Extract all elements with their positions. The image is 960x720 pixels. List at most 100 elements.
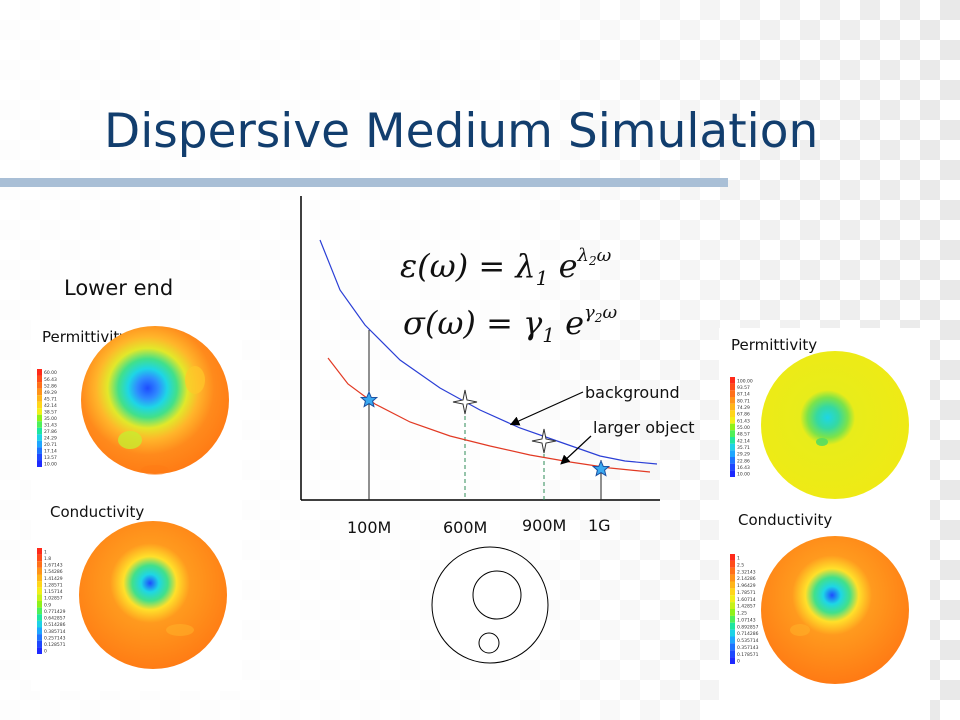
colorbar-tick-label: 0.357143 [737,645,759,651]
colorbar-swatch [730,437,735,444]
colorbar-swatch [730,560,735,568]
colorbar-tick-label: 42.14 [737,438,750,444]
colorbar-tick-label: 29.29 [737,452,750,458]
colorbar-tick-label: 1.60714 [737,597,756,603]
colorbar-swatch [730,629,735,637]
colorbar-swatch [730,423,735,431]
star-1g [591,459,611,477]
colorbar-swatch [730,636,735,644]
colorbar-tick-label: 1.41429 [44,576,63,582]
colorbar-tick-label: 0 [44,649,47,655]
colorbar-swatch [37,382,42,389]
colorbar-swatch [37,388,42,396]
colorbar-tick-label: 0.514286 [44,622,66,628]
large-object-circle [472,570,522,620]
colorbar-swatch [37,548,42,555]
colorbar-tick-label: 1.02857 [44,596,63,602]
colorbar-tick-label: 87.14 [737,392,750,398]
colorbar-swatch [730,457,735,464]
colorbar-tick-label: 22.86 [737,458,750,464]
colorbar-swatch [37,447,42,454]
small-object-circle [478,632,500,654]
colorbar-tick-label: 0 [737,659,740,665]
colorbar-tick-label: 2.5 [737,562,744,568]
colorbar-swatch [730,567,735,575]
annotation-background: background [585,383,680,402]
colorbar-tick-label: 45.71 [44,396,57,402]
colorbar-swatch [37,634,42,641]
colorbar-tick-label: 0.771429 [44,609,66,615]
colorbar-tick-label: 10.00 [737,472,750,478]
colorbar-swatch [730,643,735,651]
colorbar-tick-label: 20.71 [44,442,57,448]
colorbar-tick-label: 0.9 [44,602,51,608]
colorbar-tick-label: 35.71 [737,445,750,451]
colorbar-tick-label: 93.57 [737,385,750,391]
background-arrow [509,391,584,426]
colorbar-swatch [37,434,42,441]
colorbar-tick-label: 42.14 [44,403,57,409]
colorbar-tick-label: 67.86 [737,412,750,418]
colorbar-swatch [37,408,42,415]
colorbar-swatch [37,369,42,376]
colorbar-swatch [37,601,42,608]
colorbar-tick-label: 1.25 [737,611,747,617]
colorbar-swatch [37,640,42,648]
colorbar-tick-label: 80.71 [737,398,750,404]
object-curve [327,357,651,473]
colorbar-tick-label: 1 [737,556,740,562]
colorbar-tick-label: 0.714286 [737,631,759,637]
colorbar-swatch [730,450,735,457]
colorbar-tick-label: 16.43 [737,465,750,471]
colorbar-swatch [37,620,42,628]
colorbar-swatch [730,383,735,391]
right-conductivity-colorbar: 12.52.321432.142861.964291.785711.607141… [730,554,759,665]
colorbar-tick-label: 60.00 [44,370,57,376]
colorbar-swatch [37,581,42,588]
colorbar-tick-label: 2.32143 [737,569,756,575]
colorbar-tick-label: 0.385714 [44,629,66,635]
colorbar-tick-label: 100.00 [737,378,753,384]
colorbar-swatch [37,647,42,654]
star-100m [359,390,379,408]
colorbar-swatch [37,427,42,435]
colorbar-swatch [37,627,42,635]
colorbar-swatch [730,410,735,417]
colorbar-swatch [730,430,735,437]
colorbar-swatch [730,657,735,664]
star-600m [452,389,478,415]
equation-epsilon: ε(ω) = λ1 eλ2ω [400,245,612,290]
x-tick-1g: 1G [588,516,611,535]
colorbar-tick-label: 0.128571 [44,642,66,648]
colorbar-swatch [730,615,735,623]
colorbar-swatch [37,453,42,461]
colorbar-swatch [730,417,735,424]
equation-sigma: σ(ω) = γ1 eγ2ω [403,302,617,347]
colorbar-tick-label: 0.892857 [737,624,759,630]
colorbar-swatch [730,588,735,596]
colorbar-swatch [730,390,735,397]
colorbar-tick-label: 0.257143 [44,635,66,641]
left-permittivity-label: Permittivity [42,328,129,346]
colorbar-tick-label: 31.43 [44,422,57,428]
left-permittivity-colorbar: 60.0056.4352.8649.2945.7142.1438.5735.00… [37,369,57,468]
colorbar-tick-label: 1 [44,549,47,555]
colorbar-tick-label: 1.15714 [44,589,63,595]
colorbar-tick-label: 0.642857 [44,616,66,622]
slide-title: Dispersive Medium Simulation [104,104,819,159]
colorbar-tick-label: 10.00 [44,462,57,468]
colorbar-tick-label: 35.00 [44,416,57,422]
colorbar-swatch [730,554,735,561]
colorbar-swatch [37,460,42,467]
left-conductivity-map [79,521,227,669]
colorbar-tick-label: 1.8 [44,556,51,562]
colorbar-swatch [37,607,42,615]
colorbar-swatch [37,440,42,448]
right-permittivity-colorbar: 100.0093.5787.1480.7174.2967.8661.4355.0… [730,377,753,478]
colorbar-tick-label: 13.57 [44,455,57,461]
colorbar-swatch [37,594,42,601]
colorbar-swatch [730,377,735,384]
right-conductivity-map [761,536,909,684]
x-tick-900m: 900M [522,516,567,535]
